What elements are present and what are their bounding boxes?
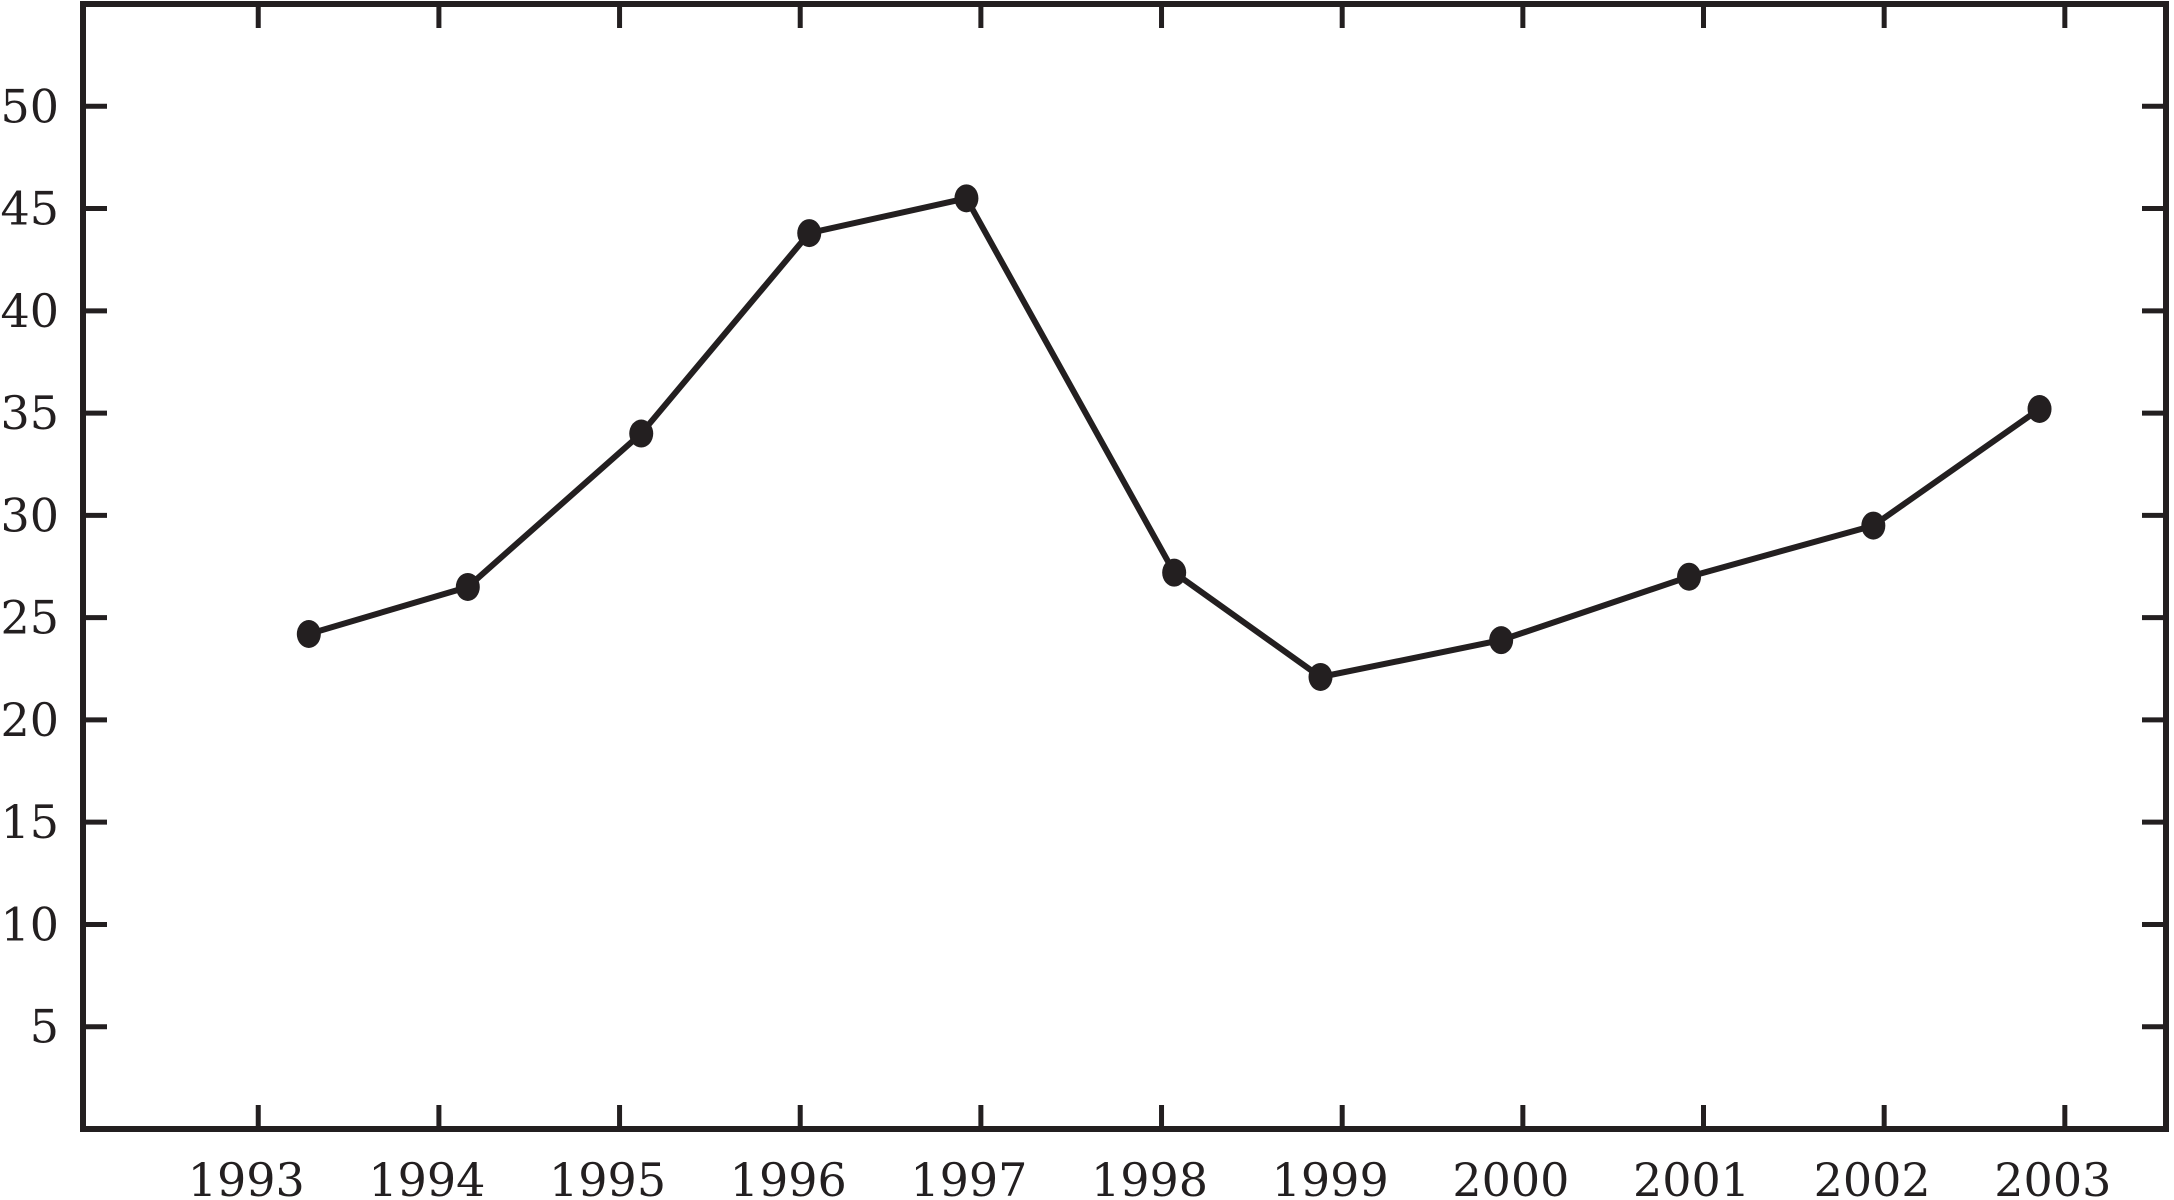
x-tick-label: 1995 [549,1153,666,1200]
x-tick-label: 1999 [1272,1153,1389,1200]
y-tick-label: 10 [0,897,59,951]
data-point [797,219,822,248]
y-tick-label: 15 [0,795,59,849]
data-point [296,620,321,648]
axis-ticks [83,4,2166,1129]
y-tick-label: 50 [0,79,59,133]
data-point [1677,562,1702,591]
data-point [954,184,979,213]
x-tick-label: 1996 [730,1153,847,1200]
plot-frame [80,1,2169,1132]
y-tick-label: 35 [0,386,59,440]
x-tick-label: 2002 [1814,1153,1931,1200]
y-tick-label: 20 [0,693,59,747]
x-tick-label: 2000 [1452,1153,1569,1200]
data-point [1489,626,1514,655]
x-tick-label: 2003 [1994,1153,2111,1200]
y-tick-label: 45 [0,182,59,236]
data-series [296,184,2052,691]
series-line [305,194,2043,681]
x-tick-label: 1998 [1091,1153,1208,1200]
x-tick-label: 1993 [188,1153,305,1200]
data-point [2027,395,2052,423]
y-tick-label: 5 [30,1000,59,1054]
data-point [1861,511,1886,540]
data-point [1162,558,1187,587]
data-point [455,572,480,601]
y-tick-label: 25 [0,591,59,645]
x-tick-label: 1994 [368,1153,485,1200]
x-tick-label: 1997 [910,1153,1027,1200]
y-tick-label: 40 [0,284,59,338]
x-tick-label: 2001 [1633,1153,1750,1200]
data-point [629,419,654,448]
axis-tick-labels: 5 10 15 20 25 30 35 40 45 50 1993 1994 1995 1996 1997 1… [0,79,2111,1200]
data-point [1308,662,1333,691]
y-tick-label: 30 [0,488,59,542]
